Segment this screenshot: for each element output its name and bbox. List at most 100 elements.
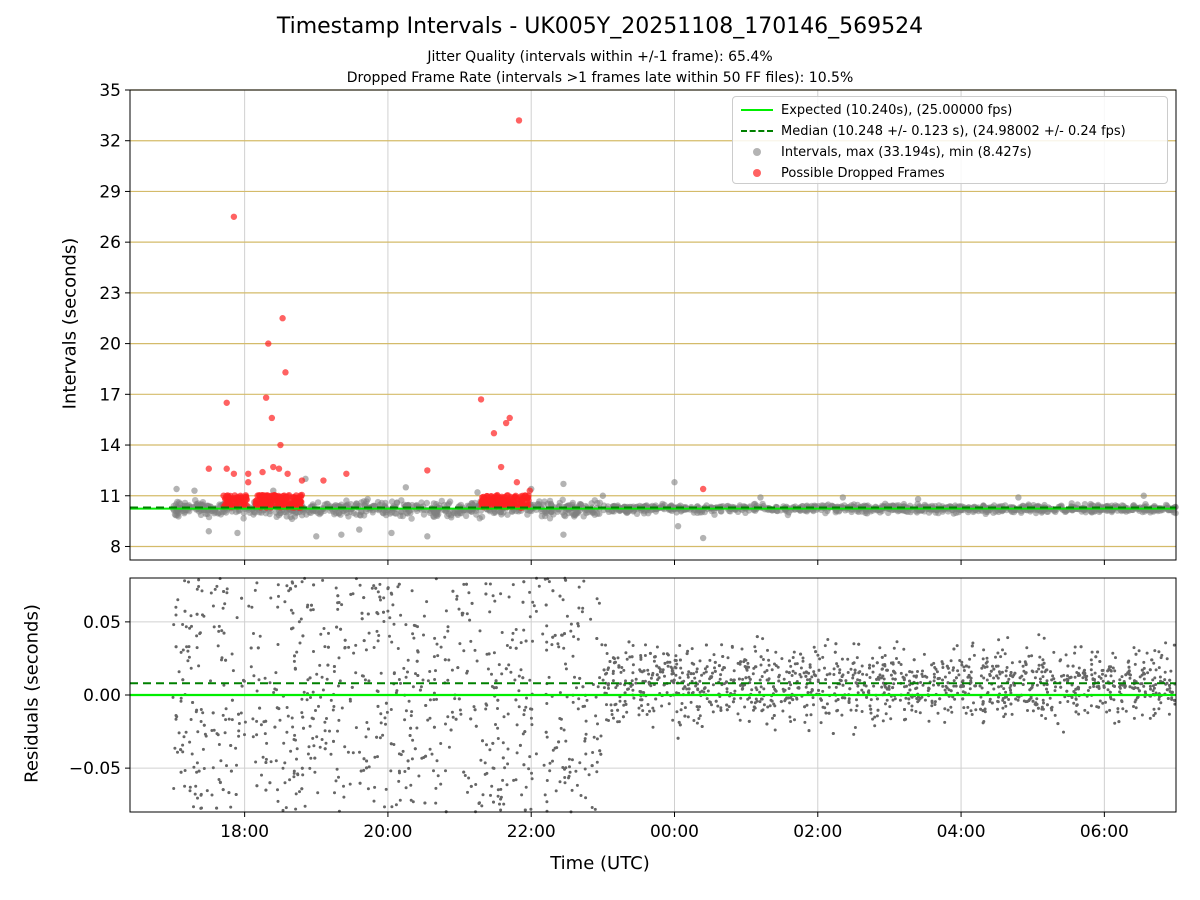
residual-point: [698, 659, 702, 663]
residual-point: [673, 658, 677, 662]
residual-point: [1100, 669, 1104, 672]
residual-point: [492, 800, 495, 804]
residual-point: [614, 702, 618, 706]
residual-point: [515, 723, 519, 727]
residual-point: [462, 582, 466, 586]
residual-point: [422, 633, 425, 637]
residual-point: [492, 651, 496, 655]
residual-point: [502, 802, 506, 806]
residual-point: [1006, 636, 1010, 640]
residual-point: [751, 672, 755, 676]
residual-point: [1083, 708, 1087, 712]
residual-point: [504, 667, 508, 671]
residual-point: [291, 611, 295, 615]
x-tick-label: 06:00: [1080, 822, 1129, 842]
residual-point: [282, 741, 286, 745]
residual-point: [339, 627, 343, 631]
residual-point: [379, 671, 383, 675]
residual-point: [860, 688, 864, 692]
residual-point: [983, 710, 987, 714]
residual-point: [788, 701, 792, 705]
residual-point: [274, 759, 278, 763]
residual-point: [943, 707, 947, 711]
residual-point: [1124, 709, 1128, 713]
residual-point: [370, 586, 374, 590]
residual-point: [674, 654, 678, 658]
residual-point: [880, 655, 884, 659]
residual-point: [1104, 700, 1107, 704]
residual-point: [543, 793, 547, 797]
residual-point: [312, 744, 316, 748]
top-y-tick-label: 23: [99, 284, 121, 304]
residual-point: [1159, 679, 1162, 683]
interval-point: [430, 512, 437, 520]
residual-point: [651, 706, 655, 710]
residual-point: [615, 683, 619, 687]
residual-point: [419, 685, 423, 689]
residual-point: [662, 652, 666, 656]
residual-point: [398, 798, 402, 802]
residual-point: [342, 795, 346, 799]
residual-point: [601, 678, 605, 682]
residual-point: [647, 681, 651, 685]
residual-point: [955, 644, 959, 648]
residual-point: [1094, 655, 1098, 659]
residual-point: [692, 672, 696, 676]
residual-point: [985, 678, 989, 682]
residual-point: [988, 700, 992, 703]
residual-point: [997, 695, 1000, 699]
residual-point: [875, 661, 879, 665]
interval-point: [234, 529, 241, 537]
residual-point: [868, 663, 872, 667]
residual-point: [196, 796, 199, 800]
residual-point: [954, 684, 958, 688]
residual-point: [385, 710, 389, 714]
residual-point: [1093, 678, 1096, 682]
residual-point: [329, 752, 333, 756]
residual-point: [413, 747, 417, 751]
residual-point: [264, 788, 268, 792]
residual-point: [644, 643, 647, 647]
residual-point: [227, 791, 231, 795]
residual-point: [910, 670, 914, 674]
residual-point: [803, 705, 807, 709]
residual-point: [247, 604, 251, 608]
residual-point: [797, 686, 801, 690]
residual-point: [1134, 698, 1138, 702]
residual-point: [574, 769, 578, 773]
residual-point: [821, 705, 825, 709]
residual-point: [507, 663, 511, 667]
residual-point: [520, 793, 524, 797]
residual-point: [354, 643, 358, 647]
residual-point: [834, 685, 838, 689]
chart-title: Timestamp Intervals - UK005Y_20251108_17…: [276, 14, 924, 39]
residual-point: [530, 777, 534, 781]
interval-point: [418, 499, 425, 506]
residual-point: [521, 676, 525, 680]
residual-point: [882, 677, 886, 681]
residual-point: [648, 709, 651, 713]
dropped-frame-point: [284, 470, 291, 477]
residual-point: [283, 761, 287, 765]
residual-point: [340, 706, 344, 710]
residual-point: [865, 673, 869, 677]
residual-point: [411, 685, 415, 689]
residual-point: [1134, 706, 1138, 710]
residual-point: [1037, 633, 1041, 637]
residual-point: [275, 706, 279, 710]
residual-point: [584, 719, 588, 723]
residual-point: [334, 779, 338, 783]
residual-point: [336, 729, 339, 733]
interval-point: [570, 511, 577, 518]
residual-point: [1109, 665, 1113, 669]
residual-point: [194, 784, 198, 788]
residual-point: [407, 766, 411, 770]
residual-point: [716, 704, 720, 708]
residual-point: [731, 700, 735, 704]
residual-point: [1086, 689, 1090, 692]
residual-point: [804, 674, 808, 678]
residual-point: [1007, 677, 1011, 681]
residual-point: [488, 610, 492, 614]
residual-point: [1127, 665, 1131, 669]
